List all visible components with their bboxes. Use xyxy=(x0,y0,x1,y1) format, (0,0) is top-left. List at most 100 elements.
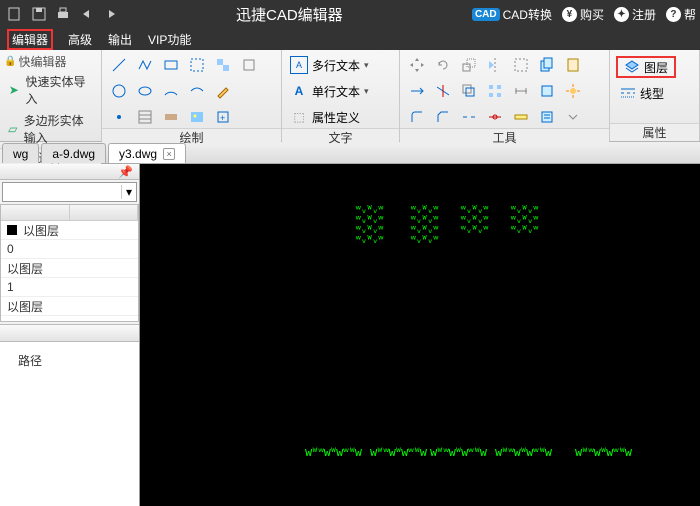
ribbon: 🔒快编辑器 ➤快速实体导入 ▱多边形实体输入 选择 xyxy=(0,50,700,142)
ribbon-group-text: A多行文本▾ A单行文本▾ ⬚属性定义 文字 xyxy=(282,50,400,141)
draw-pen-icon[interactable] xyxy=(212,80,234,102)
tool-explode-icon[interactable] xyxy=(562,80,584,102)
path-section-header xyxy=(0,324,139,342)
linetype-button[interactable]: 线型 xyxy=(616,82,668,104)
tool-break-icon[interactable] xyxy=(458,106,480,128)
file-tab[interactable]: wg xyxy=(2,143,39,163)
menu-advanced[interactable]: 高级 xyxy=(68,31,92,48)
pin-icon[interactable]: 📌 xyxy=(118,165,133,179)
tool-join-icon[interactable] xyxy=(484,106,506,128)
grid-row[interactable]: 以图层 xyxy=(1,297,138,316)
draw-hatch-icon[interactable] xyxy=(134,106,156,128)
title-bar: 迅捷CAD编辑器 CADCAD转换 ¥购买 ✦注册 ?帮 xyxy=(0,0,700,28)
linetype-icon xyxy=(620,85,636,101)
group-text-label: 文字 xyxy=(282,128,399,146)
panel-empty-area xyxy=(0,382,139,506)
draw-ellipse-icon[interactable] xyxy=(134,80,156,102)
redo-icon[interactable] xyxy=(102,5,120,23)
drawing-canvas[interactable]: ʷᵥᵂᵥʷ ʷᵥᵂᵥʷ ʷᵥᵂᵥʷ ʷᵥᵂᵥʷ ʷᵥᵂᵥʷ ʷᵥᵂᵥʷ ʷᵥᵂᵥ… xyxy=(140,164,700,506)
draw-circle-icon[interactable] xyxy=(108,80,130,102)
dropdown-icon: ▾ xyxy=(121,185,132,199)
multiline-text-icon: A xyxy=(290,56,308,74)
layers-button[interactable]: 图层 xyxy=(616,56,676,78)
draw-insert-icon[interactable]: + xyxy=(212,106,234,128)
quick-edit-label: 🔒快编辑器 xyxy=(2,52,66,70)
cad-convert-button[interactable]: CADCAD转换 xyxy=(472,6,552,23)
tool-trim-icon[interactable] xyxy=(432,80,454,102)
panel-header: 📌 xyxy=(0,164,139,180)
draw-select-icon[interactable] xyxy=(186,54,208,76)
import-icon: ➤ xyxy=(6,82,21,98)
grid-row[interactable]: 0 xyxy=(1,240,138,259)
draw-point-icon[interactable] xyxy=(108,106,130,128)
grid-row[interactable]: 以图层 xyxy=(1,221,138,240)
title-right: CADCAD转换 ¥购买 ✦注册 ?帮 xyxy=(472,6,700,23)
tool-extend-icon[interactable] xyxy=(406,80,428,102)
new-icon[interactable] xyxy=(6,5,24,23)
app-title: 迅捷CAD编辑器 xyxy=(236,4,343,25)
tool-rotate-icon[interactable] xyxy=(432,54,454,76)
svg-text:+: + xyxy=(220,113,225,123)
menu-editor[interactable]: 编辑器 xyxy=(8,30,52,49)
ribbon-group-select: 🔒快编辑器 ➤快速实体导入 ▱多边形实体输入 选择 xyxy=(0,50,102,141)
group-tools-label: 工具 xyxy=(400,128,609,146)
single-text-icon: A xyxy=(290,82,308,100)
file-tab[interactable]: a-9.dwg xyxy=(41,143,106,163)
draw-more-icon[interactable] xyxy=(238,54,260,76)
properties-grid: 以图层 0 以图层 1 以图层 xyxy=(0,204,139,322)
tool-move-icon[interactable] xyxy=(406,54,428,76)
tool-block-icon[interactable] xyxy=(536,80,558,102)
file-tab[interactable]: y3.dwg× xyxy=(108,143,186,163)
draw-polyline-icon[interactable] xyxy=(134,54,156,76)
attribute-def-button[interactable]: ⬚属性定义 xyxy=(288,106,362,128)
tool-array-icon[interactable] xyxy=(484,80,506,102)
multiline-text-button[interactable]: A多行文本▾ xyxy=(288,54,371,76)
menu-output[interactable]: 输出 xyxy=(108,31,132,48)
tab-close-icon[interactable]: × xyxy=(163,148,175,160)
tool-scale-icon[interactable] xyxy=(458,54,480,76)
single-text-button[interactable]: A单行文本▾ xyxy=(288,80,371,102)
ribbon-group-props: 图层 线型 属性 xyxy=(610,50,700,141)
tool-paste-icon[interactable] xyxy=(562,54,584,76)
attribute-icon: ⬚ xyxy=(290,108,308,126)
grid-row[interactable]: 以图层 xyxy=(1,259,138,278)
undo-icon[interactable] xyxy=(78,5,96,23)
draw-line-icon[interactable] xyxy=(108,54,130,76)
buy-button[interactable]: ¥购买 xyxy=(562,6,604,23)
grid-row[interactable]: 1 xyxy=(1,278,138,297)
side-panel: 📌 ▾ 以图层 0 以图层 1 以图层 路径 xyxy=(0,164,140,506)
tool-mirror-icon[interactable] xyxy=(484,54,506,76)
layers-icon xyxy=(624,59,640,75)
path-label: 路径 xyxy=(0,342,139,382)
tool-copy-icon[interactable] xyxy=(536,54,558,76)
register-button[interactable]: ✦注册 xyxy=(614,6,656,23)
ribbon-group-tools: 工具 xyxy=(400,50,610,141)
draw-image-icon[interactable] xyxy=(186,106,208,128)
tool-offset-icon[interactable] xyxy=(458,80,480,102)
quick-access-toolbar xyxy=(0,5,126,23)
work-area: 📌 ▾ 以图层 0 以图层 1 以图层 路径 ʷᵥᵂᵥʷ ʷᵥᵂᵥʷ ʷᵥᵂᵥʷ… xyxy=(0,164,700,506)
quick-import-button[interactable]: ➤快速实体导入 xyxy=(2,71,99,109)
tool-more-icon[interactable] xyxy=(562,106,584,128)
tool-props-icon[interactable] xyxy=(536,106,558,128)
draw-wall-icon[interactable] xyxy=(160,106,182,128)
group-props-label: 属性 xyxy=(610,123,699,141)
tool-chamfer-icon[interactable] xyxy=(432,106,454,128)
tool-dim-icon[interactable] xyxy=(510,80,532,102)
save-icon[interactable] xyxy=(30,5,48,23)
print-icon[interactable] xyxy=(54,5,72,23)
color-swatch xyxy=(7,225,17,235)
panel-combo[interactable]: ▾ xyxy=(2,182,137,202)
ribbon-group-draw: + 绘制 xyxy=(102,50,282,141)
polygon-icon: ▱ xyxy=(6,121,20,137)
tool-measure-icon[interactable] xyxy=(510,106,532,128)
tool-select-rect-icon[interactable] xyxy=(510,54,532,76)
tool-fillet-icon[interactable] xyxy=(406,106,428,128)
menu-bar: 编辑器 高级 输出 VIP功能 xyxy=(0,28,700,50)
draw-arc-icon[interactable] xyxy=(160,80,182,102)
draw-group-icon[interactable] xyxy=(212,54,234,76)
menu-vip[interactable]: VIP功能 xyxy=(148,31,191,48)
draw-rect-icon[interactable] xyxy=(160,54,182,76)
help-button[interactable]: ?帮 xyxy=(666,6,696,23)
draw-curve-icon[interactable] xyxy=(186,80,208,102)
